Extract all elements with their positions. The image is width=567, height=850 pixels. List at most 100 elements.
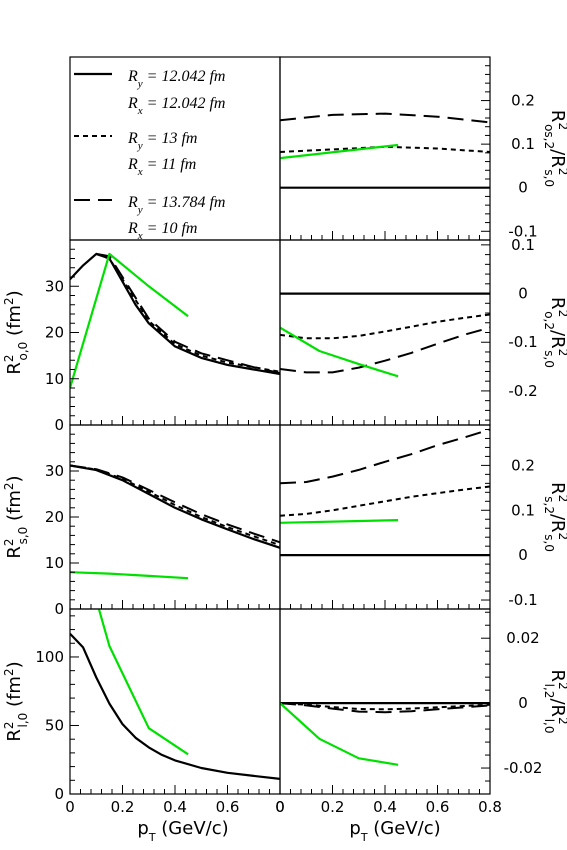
ylabel-den-sup: 2 bbox=[556, 349, 567, 357]
y-tick-label: -0.1 bbox=[508, 333, 537, 351]
y-tick-label: -0.1 bbox=[508, 591, 537, 609]
ylabel-sub: l,0 bbox=[16, 713, 30, 728]
x-tick-label: 0 bbox=[275, 798, 285, 816]
ylabel-slash: / bbox=[547, 149, 567, 156]
y-tick-label: 0.2 bbox=[511, 456, 535, 474]
y-tick-label: 0 bbox=[518, 694, 528, 712]
panel-o2: -0.2-0.100.1R2o,2/R2s,0 bbox=[279, 236, 567, 426]
ylabel-unit-sup: 2 bbox=[2, 668, 16, 676]
panel-frame-s0 bbox=[69, 424, 281, 610]
ylabel-sup: 2 bbox=[2, 538, 16, 546]
legend-ry-value: = 13 fm bbox=[143, 130, 198, 147]
x-tick-label: 0.6 bbox=[216, 798, 240, 816]
ylabel-slash: / bbox=[547, 698, 567, 705]
series-green-s2 bbox=[280, 519, 399, 524]
panel-frame-o2 bbox=[279, 239, 491, 426]
ylabel-sup: 2 bbox=[556, 495, 567, 503]
y-axis-label-o0: R2o,0 (fm2) bbox=[2, 290, 30, 374]
y-tick-label: 0 bbox=[518, 546, 528, 564]
legend-rx-label: Rx = 12.042 fm bbox=[127, 95, 225, 117]
ylabel-symbol: R bbox=[547, 297, 567, 310]
ylabel-sub: s,0 bbox=[16, 527, 30, 545]
legend-rx-label: Rx = 10 fm bbox=[127, 220, 197, 242]
panel-os2: -0.100.10.2R2os,2/R2s,0 bbox=[279, 56, 567, 241]
ylabel-unit: (fm bbox=[4, 305, 25, 342]
ylabel-unit-sup: 2 bbox=[2, 297, 16, 305]
ylabel-unit-end: ) bbox=[4, 475, 25, 482]
y-axis-label-s0: R2s,0 (fm2) bbox=[2, 475, 30, 558]
ylabel-sup: 2 bbox=[556, 122, 567, 130]
y-tick-label: -0.2 bbox=[508, 382, 537, 400]
panel-frame-l2 bbox=[279, 608, 491, 795]
x-tick-label: 0.6 bbox=[426, 798, 450, 816]
y-tick-label: 0.02 bbox=[506, 629, 539, 647]
ylabel-slash: / bbox=[547, 330, 567, 337]
series-long-dash-l2 bbox=[280, 702, 490, 714]
series-long-dash-s0 bbox=[70, 464, 280, 544]
panel-frame-os2 bbox=[279, 56, 491, 241]
series-solid-o0 bbox=[70, 252, 280, 376]
ylabel-symbol: R bbox=[547, 482, 567, 495]
y-tick-label: 30 bbox=[45, 462, 64, 480]
ylabel-unit: (fm bbox=[4, 676, 25, 713]
ylabel-den-sub: l,0 bbox=[542, 719, 556, 734]
xlabel-symbol: p bbox=[349, 818, 360, 839]
legend-rx-label: Rx = 11 fm bbox=[127, 156, 196, 178]
ylabel-sup: 2 bbox=[2, 721, 16, 729]
y-tick-label: 0 bbox=[54, 600, 64, 618]
series-green-o2 bbox=[280, 326, 399, 378]
legend-rx-symbol: R bbox=[127, 220, 138, 237]
x-axis-labels: pT (GeV/c) pT (GeV/c) bbox=[137, 818, 440, 844]
y-axis-label-l2: R2l,2/R2l,0 bbox=[542, 670, 567, 734]
x-tick-label: 0.8 bbox=[478, 798, 502, 816]
legend-ry-symbol: R bbox=[127, 130, 138, 147]
xlabel-unit: (GeV/c) bbox=[156, 818, 229, 839]
series-long-dash-os2 bbox=[280, 112, 490, 124]
legend-rx-sub: x bbox=[137, 166, 143, 178]
legend-ry-sub: y bbox=[137, 78, 143, 90]
series-short-dash-s0 bbox=[70, 464, 280, 547]
y-axis-label-o2: R2o,2/R2s,0 bbox=[542, 297, 567, 368]
panel-frame-o0 bbox=[69, 239, 281, 426]
ylabel-sub: o,0 bbox=[16, 342, 30, 361]
y-tick-label: 0.1 bbox=[511, 135, 535, 153]
y-axis-label-l0: R2l,0 (fm2) bbox=[2, 661, 30, 741]
legend-rx-value: = 11 fm bbox=[143, 156, 197, 173]
legend-rx-symbol: R bbox=[127, 156, 138, 173]
ylabel-sub: l,2 bbox=[542, 684, 556, 699]
series-long-dash-o2 bbox=[280, 326, 490, 374]
ylabel-unit-end: ) bbox=[4, 661, 25, 668]
ylabel-unit-end: ) bbox=[4, 290, 25, 297]
series-green-l0 bbox=[97, 609, 189, 756]
y-tick-label: 0.2 bbox=[511, 92, 535, 110]
ylabel-den-sub: s,0 bbox=[542, 534, 556, 552]
x-axis-label-right: pT (GeV/c) bbox=[349, 818, 440, 844]
ylabel-sub: o,2 bbox=[542, 311, 556, 330]
xlabel-unit: (GeV/c) bbox=[368, 818, 441, 839]
legend-rx-symbol: R bbox=[127, 95, 138, 112]
legend-ry-value: = 13.784 fm bbox=[143, 194, 226, 211]
panel-frame-s2 bbox=[279, 424, 491, 610]
series-green-o0 bbox=[70, 252, 189, 389]
legend-ry-label: Ry = 13.784 fm bbox=[127, 194, 225, 216]
ylabel-den-symbol: R bbox=[547, 336, 567, 349]
ylabel-symbol: R bbox=[4, 546, 25, 559]
ylabel-unit: (fm bbox=[4, 490, 25, 527]
ylabel-slash: / bbox=[547, 514, 567, 521]
series-short-dash-l2 bbox=[280, 702, 490, 711]
xlabel-symbol: p bbox=[137, 818, 148, 839]
x-axis-label-left: pT (GeV/c) bbox=[137, 818, 228, 844]
ylabel-symbol: R bbox=[4, 362, 25, 375]
ylabel-den-symbol: R bbox=[547, 520, 567, 533]
series-short-dash-o0 bbox=[95, 252, 280, 373]
x-tick-label: 0.4 bbox=[373, 798, 397, 816]
y-axis-label-os2: R2os,2/R2s,0 bbox=[542, 110, 567, 187]
series-green-l2 bbox=[280, 702, 399, 766]
ylabel-den-sup: 2 bbox=[556, 533, 567, 541]
ylabel-den-symbol: R bbox=[547, 155, 567, 168]
